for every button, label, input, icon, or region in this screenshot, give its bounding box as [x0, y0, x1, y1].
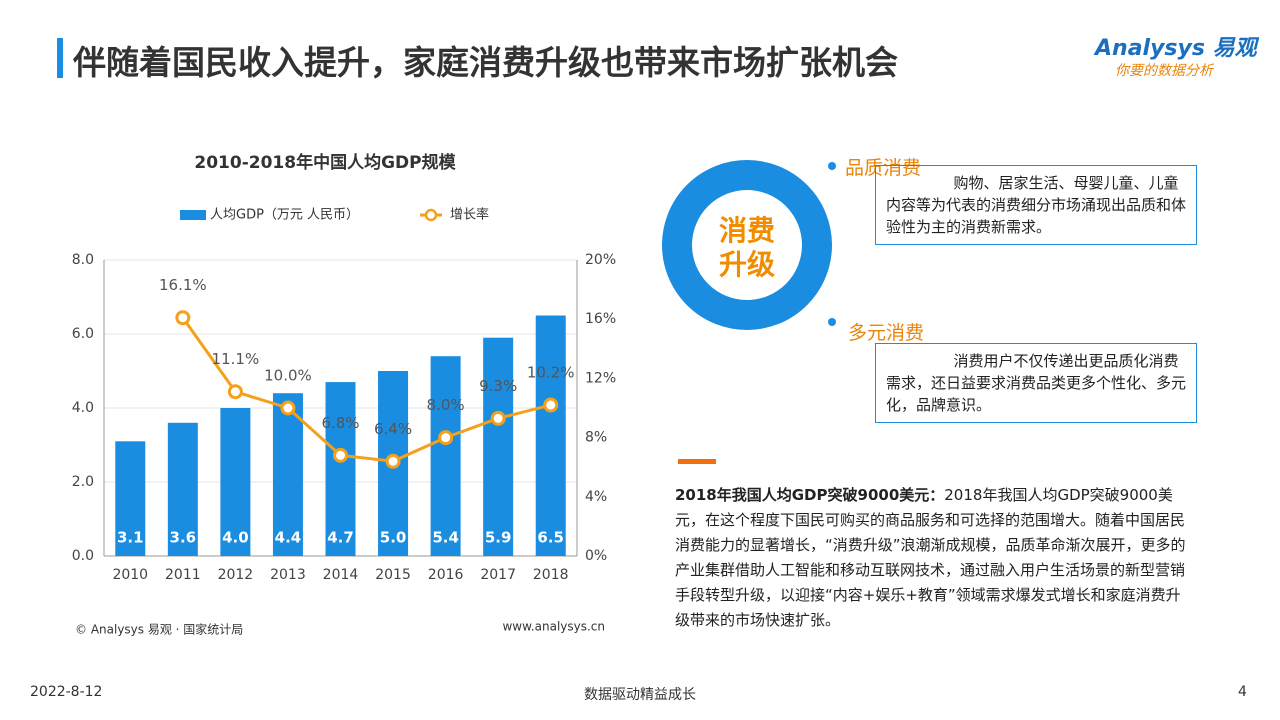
- x-tick-label: 2012: [218, 567, 254, 583]
- url: www.analysys.cn: [502, 620, 605, 634]
- bar: [220, 408, 251, 556]
- y-tick-label: 0.0: [72, 548, 94, 564]
- x-tick-label: 2015: [375, 567, 411, 583]
- footer-date: 2022-8-12: [30, 684, 103, 700]
- page-title: 伴随着国民收入提升，家庭消费升级也带来市场扩张机会: [73, 43, 898, 82]
- body: 2018年我国人均GDP突破9000美元，在这个程度下国民可购买的商品服务和可选…: [675, 486, 1186, 629]
- x-tick-label: 2017: [480, 567, 516, 583]
- x-tick-label: 2013: [270, 567, 306, 583]
- accent: [678, 459, 716, 464]
- point-label: 11.1%: [212, 350, 260, 368]
- chart-title: 2010-2018年中国人均GDP规模: [194, 152, 456, 173]
- bar-label: 5.4: [432, 529, 459, 547]
- y2-tick-label: 16%: [585, 311, 616, 327]
- bar: [325, 382, 356, 556]
- dot: [828, 162, 836, 170]
- point: [175, 310, 191, 326]
- paragraph: 2018年我国人均GDP突破9000美元：2018年我国人均GDP突破9000美…: [675, 483, 1193, 633]
- footer-page: 4: [1238, 684, 1247, 700]
- y-tick-label: 8.0: [72, 252, 94, 268]
- bar-label: 4.0: [222, 529, 249, 547]
- legend-label: 增长率: [450, 207, 489, 223]
- point: [333, 447, 348, 463]
- y2-tick-label: 12%: [585, 370, 616, 386]
- point-label: 10.0%: [264, 367, 312, 385]
- title-bar: [57, 38, 63, 78]
- point-label: 8.0%: [427, 396, 465, 414]
- lead: 2018年我国人均GDP突破9000美元：: [675, 486, 945, 504]
- bar: [167, 422, 198, 556]
- logo: Analysys 易观: [1095, 36, 1257, 61]
- point-label: 6.4%: [374, 420, 412, 438]
- point-label: 10.2%: [527, 364, 575, 382]
- dot: [828, 318, 836, 326]
- item-label: 品质消费: [845, 157, 922, 179]
- point: [227, 384, 243, 400]
- y2-tick-label: 4%: [585, 489, 607, 505]
- x-tick-label: 2016: [428, 567, 464, 583]
- chart: 2010-2018年中国人均GDP规模 © Analysys 易观 · 国家统计…: [72, 152, 616, 637]
- donut-ring: [662, 160, 832, 330]
- item-text: 购物、居家生活、母婴儿童、儿童内容等为代表的消费细分市场涌现出品质和体验性为主的…: [875, 165, 1197, 245]
- donut: 消费 升级: [662, 160, 836, 330]
- bar-label: 6.5: [537, 529, 564, 547]
- bar: [483, 337, 514, 556]
- x-tick-label: 2018: [533, 567, 569, 583]
- y2-tick-label: 8%: [585, 430, 607, 446]
- source: © Analysys 易观 · 国家统计局: [75, 622, 243, 637]
- bar-label: 5.9: [485, 529, 512, 547]
- point: [543, 397, 559, 413]
- bar: [272, 393, 303, 556]
- bar-label: 5.0: [380, 529, 407, 547]
- bar-label: 3.1: [117, 529, 144, 547]
- point-label: 9.3%: [479, 377, 517, 395]
- x-tick-label: 2014: [323, 567, 359, 583]
- x-tick-label: 2010: [112, 567, 148, 583]
- bar-label: 4.4: [275, 529, 302, 547]
- x-tick-label: 2011: [165, 567, 201, 583]
- legend-swatch: [180, 210, 206, 220]
- item-text: 消费用户不仅传递出更品质化消费需求，还日益要求消费品类更多个性化、多元化，品牌意…: [875, 343, 1197, 423]
- y-tick-label: 2.0: [72, 474, 94, 490]
- y-tick-label: 6.0: [72, 326, 94, 342]
- bar: [115, 441, 146, 556]
- y2-tick-label: 0%: [585, 548, 607, 564]
- y-tick-label: 4.0: [72, 400, 94, 416]
- item-label: 多元消费: [848, 322, 925, 344]
- bar-label: 4.7: [327, 529, 354, 547]
- slogan: 你要的数据分析: [1115, 63, 1213, 79]
- point: [490, 410, 506, 426]
- center-text: 消费: [719, 214, 775, 247]
- center-text: 升级: [719, 248, 775, 281]
- bar-label: 3.6: [170, 529, 197, 547]
- bar: [430, 356, 461, 556]
- point: [385, 453, 401, 469]
- legend-marker: [424, 208, 438, 222]
- point: [280, 400, 296, 416]
- line: [181, 316, 552, 463]
- bar: [535, 315, 566, 556]
- point-label: 6.8%: [321, 414, 359, 432]
- point: [438, 430, 454, 446]
- footer-center: 数据驱动精益成长: [584, 687, 696, 703]
- point-label: 16.1%: [159, 276, 207, 294]
- legend-label: 人均GDP（万元 人民币）: [210, 208, 359, 223]
- y2-tick-label: 20%: [585, 252, 616, 268]
